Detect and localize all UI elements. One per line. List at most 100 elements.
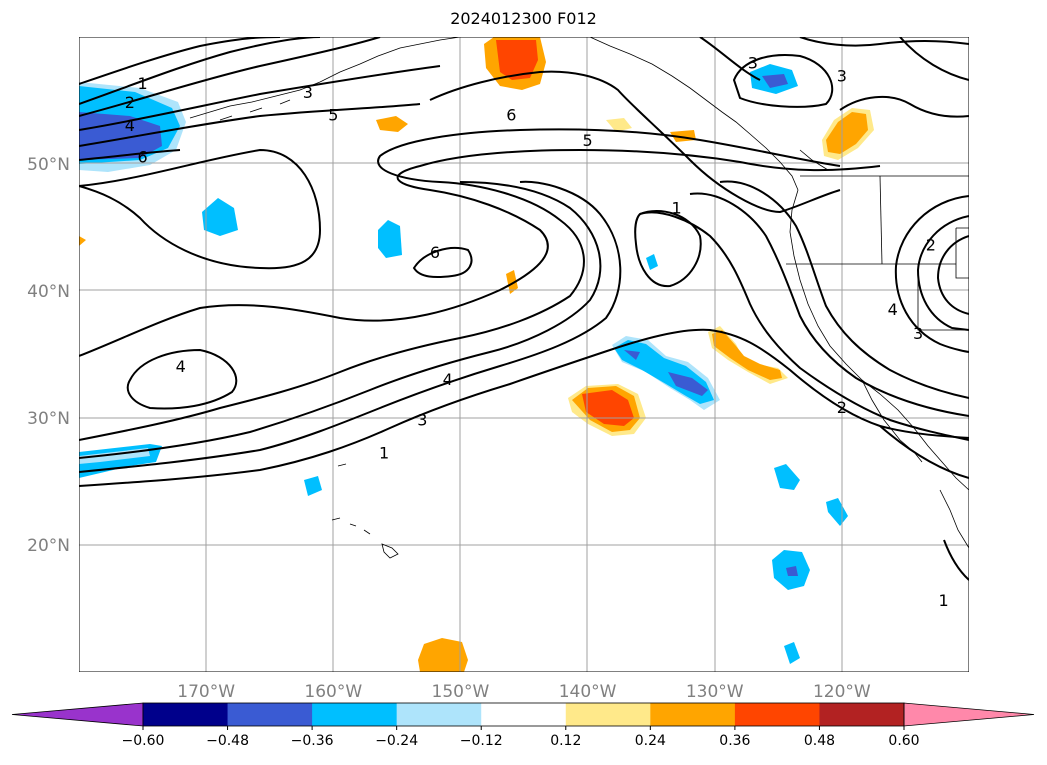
contour-label: 6 [137, 148, 147, 167]
colorbar-tick-label: −0.60 [122, 733, 165, 749]
longitude-label: 150°W [432, 682, 490, 702]
contour-label: 2 [926, 235, 936, 254]
contour-label: 6 [430, 243, 440, 262]
longitude-label: 140°W [559, 682, 617, 702]
contour-label: 4 [176, 357, 186, 376]
aleutian-islands [189, 37, 461, 119]
positive-anomaly-small-1 [376, 116, 408, 132]
colorbar-extend-high [903, 702, 1035, 727]
contour-label: 2 [125, 93, 135, 112]
mexico-coast [939, 489, 969, 549]
positive-anomaly-small-4 [506, 270, 518, 294]
colorbar-bin [143, 703, 229, 726]
latitude-label: 30°N [27, 409, 70, 429]
latitude-label: 40°N [27, 282, 70, 302]
negative-anomaly-124w-12n [784, 642, 800, 664]
contour-label: 1 [379, 444, 389, 463]
graticule [79, 37, 969, 672]
colorbar-extend-low [11, 702, 144, 727]
colorbar-bin [312, 703, 398, 726]
hawaii-islands [331, 517, 399, 559]
positive-anomaly-small-2 [606, 118, 632, 132]
longitude-label: 160°W [304, 682, 362, 702]
latitude-label: 50°N [27, 155, 70, 175]
contour-1-north [79, 37, 281, 85]
colorbar-outline [142, 702, 905, 727]
positive-anomaly-edge [79, 236, 86, 246]
contour-ne-loop [899, 37, 969, 81]
contour-label: 3 [913, 324, 923, 343]
contour-label: 4 [443, 370, 453, 389]
contour-1-se [943, 539, 969, 581]
plot-title: 2024012300 F012 [450, 9, 597, 28]
contour-3-north [79, 37, 381, 117]
longitude-label: 130°W [686, 682, 744, 702]
contour-4-southwest [126, 348, 238, 410]
contour-2-north [79, 37, 321, 105]
west-coast-na [789, 189, 969, 491]
contour-2-east [639, 211, 969, 441]
contour-4-ne [699, 37, 969, 81]
contour-6-gulf [429, 70, 841, 214]
contour-4-east [719, 180, 969, 399]
contour-2-jet [79, 180, 622, 473]
contour-3-east [689, 192, 969, 417]
colorbar-tick-label: −0.36 [291, 733, 334, 749]
colorbar-tick-label: 0.24 [635, 733, 666, 749]
colorbar-bin [734, 703, 820, 726]
contour-lines [79, 37, 969, 581]
colorbar-bin [227, 703, 313, 726]
negative-anomaly-165w [202, 198, 238, 236]
contour-label: 5 [328, 106, 338, 125]
latitude-labels: 50°N 40°N 30°N 20°N [27, 155, 70, 556]
colorbar-bin [650, 703, 736, 726]
colorbar-bin [396, 703, 482, 726]
colorbar-bin [565, 703, 651, 726]
negative-anomaly-133w-42n [646, 254, 658, 270]
contour-6-loop [79, 148, 322, 270]
contour-3-alaska-loop [732, 54, 834, 108]
contour-label: 3 [748, 54, 758, 73]
colorbar-tick-label: 0.12 [550, 733, 581, 749]
colorbar: −0.60 −0.48 −0.36 −0.24 −0.12 0.12 0.24 0.36 0.4… [11, 702, 1035, 749]
colorbar-bin [819, 703, 905, 726]
coastlines [189, 37, 969, 559]
contour-5-jet [79, 148, 881, 357]
contour-4-north [79, 65, 441, 131]
contour-label: 1 [671, 198, 681, 217]
negative-anomaly-125w-25n [774, 464, 800, 490]
contour-5-north [79, 103, 421, 147]
contour-6-small [412, 247, 473, 278]
latitude-label: 20°N [27, 536, 70, 556]
contour-label: 4 [125, 116, 135, 135]
contour-label: 3 [417, 411, 427, 430]
positive-anomaly-south [418, 638, 468, 672]
contour-1-closed [634, 210, 702, 288]
contour-south-se [879, 425, 969, 479]
contour-label: 5 [582, 131, 592, 150]
contour-label: 3 [837, 66, 847, 85]
colorbar-tick-label: −0.24 [375, 733, 418, 749]
contour-label: 4 [977, 31, 987, 50]
colorbar-bin [481, 703, 567, 726]
contour-3-jet [79, 181, 602, 459]
contour-label: 1 [137, 74, 147, 93]
colorbar-tick-label: 0.60 [888, 733, 919, 749]
contour-4-jet [79, 128, 841, 441]
colorbar-tick-label: 0.36 [719, 733, 750, 749]
colorbar-tick-label: −0.12 [460, 733, 503, 749]
contour-label: 2 [837, 398, 847, 417]
negative-anomaly-hawaii [304, 476, 322, 496]
contour-low-east [894, 195, 969, 353]
contour-1-jet [79, 328, 969, 487]
colorbar-tick-label: 0.48 [804, 733, 835, 749]
negative-anomaly-155w [378, 220, 402, 258]
longitude-label: 120°W [813, 682, 871, 702]
contour-6-north [79, 149, 181, 161]
contour-label: 4 [888, 300, 898, 319]
contour-label: 6 [506, 106, 516, 125]
alaska-coast [589, 37, 799, 191]
contour-label: 1 [938, 591, 948, 610]
